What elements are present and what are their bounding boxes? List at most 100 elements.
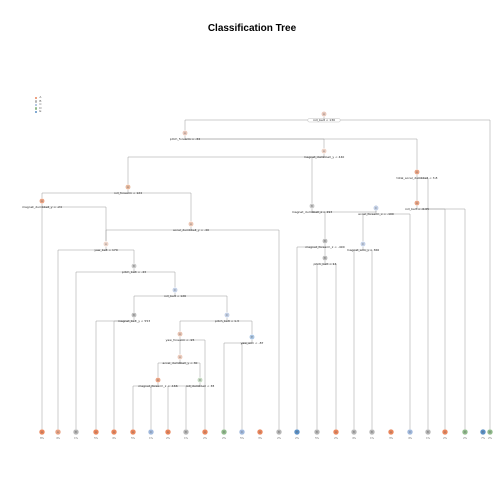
leaf-class-text: C [241,431,243,434]
leaf-percent-text: 4% [408,437,413,440]
tree-node [39,198,45,204]
leaf-percent-text: 3% [258,437,263,440]
tree-node [360,241,366,247]
leaf-class-text: C [150,431,152,434]
node-class-text: A [105,243,107,246]
tree-node [373,205,379,211]
split-label: magnet_forearm_z < -490 [305,245,344,249]
leaf-class-text: B [427,431,429,434]
legend-swatch [35,96,38,99]
node-class-text: A [127,186,129,189]
tree-node [224,312,230,318]
legend-entry: E [35,110,42,114]
node-class-text: C [362,243,364,246]
tree-node [322,255,328,261]
leaf-class-text: E [482,431,484,434]
leaf-class-text: B [278,431,280,434]
split-label: magnet_forearm_z < -166 [138,384,177,388]
leaf-percent-text: 5% [315,437,320,440]
leaf-node [425,429,431,435]
node-class-text: C [375,207,377,210]
tree-node [414,169,420,175]
legend-swatch [35,100,38,103]
node-class-text: B [324,240,326,243]
leaf-node [39,429,45,435]
leaf-percent-text: 2% [277,437,282,440]
split-label: total_accel_dumbbell < 3.8 [397,176,438,180]
split-label: pitch_belt < 14 [314,262,337,266]
legend-label: A [39,95,42,99]
leaf-class-text: D [489,431,491,434]
node-class-text: E [251,336,253,339]
tree-node [309,203,315,209]
tree-node [177,354,183,360]
leaf-node [369,429,375,435]
tree-node [155,377,161,383]
leaf-percent-text: 2% [463,437,468,440]
leaf-percent-text: 2% [222,437,227,440]
leaf-class-text: A [167,431,169,434]
split-label: accel_dumbbell_y < -40 [173,228,209,232]
legend-label: E [39,109,42,114]
leaf-node [314,429,320,435]
node-class-text: B [311,205,313,208]
tree-node [188,221,194,227]
leaf-node [221,429,227,435]
legend-label: D [39,105,42,110]
leaf-class-text: A [335,431,337,434]
node-class-text: B [133,314,135,317]
tree-node [321,111,327,117]
split-label: yaw_forearm < -95 [166,338,195,342]
leaf-class-text: A [113,431,115,434]
split-label: roll_belt < 126 [164,294,186,298]
leaf-percent-text: 3% [389,437,394,440]
split-label: yaw_belt < 170 [94,248,118,252]
legend-swatch [35,110,38,114]
leaf-percent-text: 2% [443,437,448,440]
tree-node [197,377,203,383]
node-class-text: A [323,150,325,153]
split-label: pitch_belt < 1.3 [215,319,239,323]
leaf-node [442,429,448,435]
leaf-node [351,429,357,435]
legend-entry: A [35,95,42,100]
leaf-class-text: A [259,431,261,434]
leaf-class-text: B [353,431,355,434]
leaf-class-text: B [316,431,318,434]
leaf-percent-text: 1% [184,437,189,440]
split-label: roll_forearm < 124 [114,191,142,195]
leaf-node [294,429,300,435]
leaf-percent-text: 8% [40,437,45,440]
leaf-percent-text: 2% [166,437,171,440]
tree-edges [41,117,491,429]
leaf-class-text: D [464,431,466,434]
legend-swatch [35,103,38,107]
leaf-class-text: A [444,431,446,434]
leaf-percent-text: 1% [426,437,431,440]
tree-node [249,334,255,340]
node-class-text: B [324,257,326,260]
tree-node [177,331,183,337]
node-class-text: A [41,200,43,203]
tree-node [172,287,178,293]
leaf-node [148,429,154,435]
leaf-percent-text: 2% [203,437,208,440]
node-class-text: D [199,379,201,382]
split-label: magnet_belt_y < 553 [118,319,150,323]
legend-entry: D [35,105,42,111]
tree-node [322,238,328,244]
split-labels: roll_belt < 130 pitch_forearm < -34 magnet… [22,118,437,388]
node-class-text: A [184,132,186,135]
leaf-node [183,429,189,435]
split-label: magnet_dumbbell_y < 440 [304,155,345,159]
leaf-percent-text: 1% [74,437,79,440]
split-label: pitch_belt < -43 [122,270,146,274]
leaf-percent-text: 2% [334,437,339,440]
leaf-percent-text: 1% [370,437,375,440]
split-label: magnet_dumbbell_y < -24 [22,205,62,209]
node-class-text: C [174,289,176,292]
leaf-node [407,429,413,435]
leaf-node [462,429,468,435]
split-label: roll_dumbbell < 38 [186,384,215,388]
